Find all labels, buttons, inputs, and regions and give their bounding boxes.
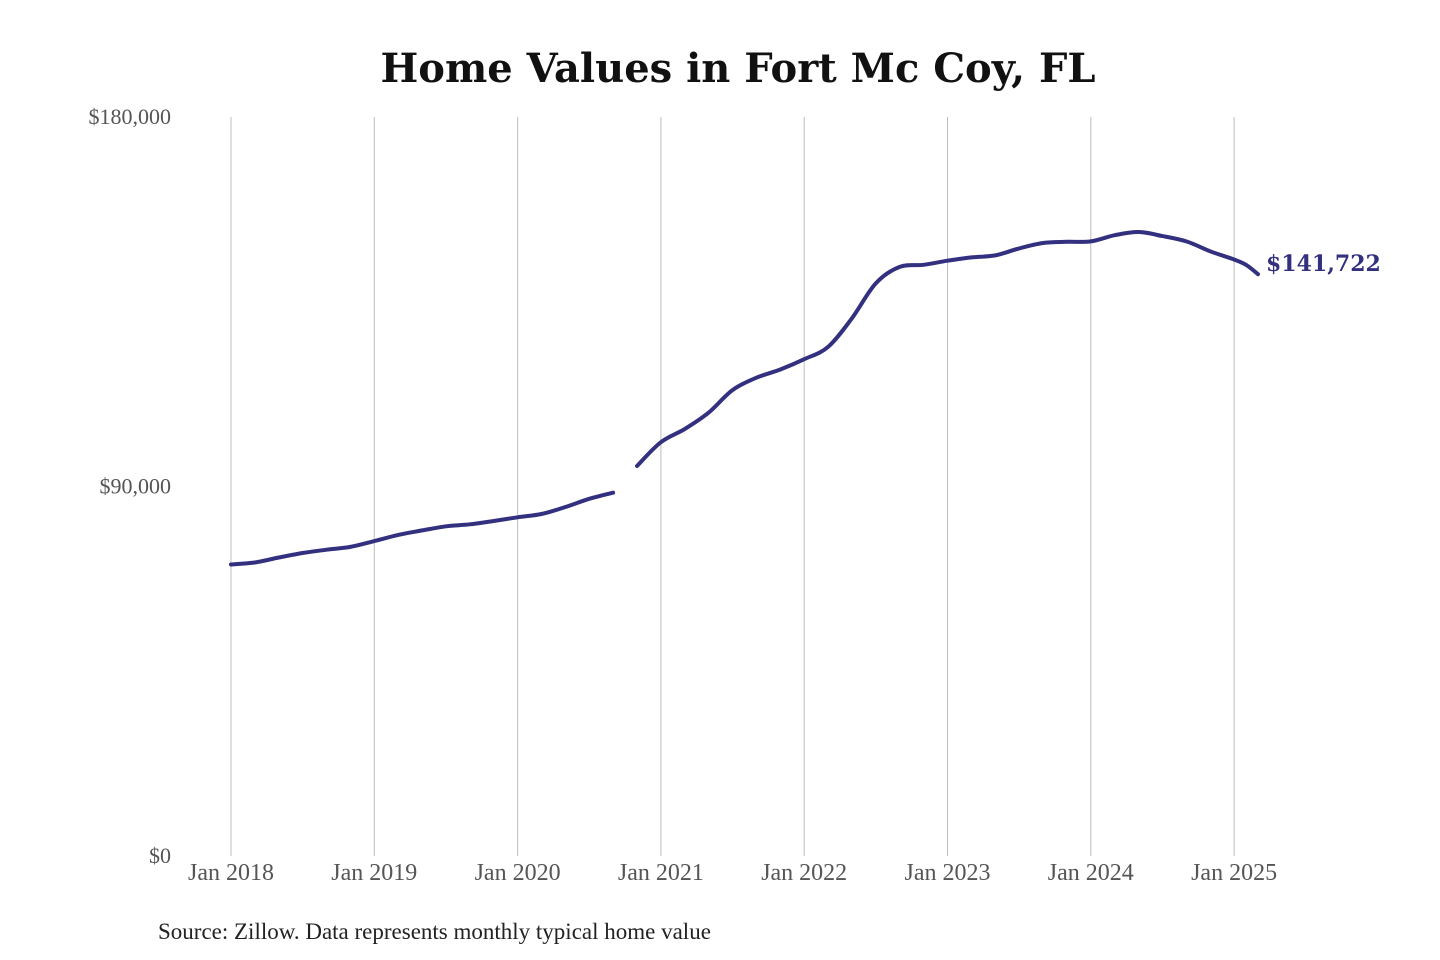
x-tick-label: Jan 2018 (188, 860, 274, 886)
series-line (229, 229, 1260, 567)
latest-value-label: $141,722 (1266, 251, 1381, 277)
chart-title: Home Values in Fort Mc Coy, FL (380, 45, 1095, 92)
x-tick-label: Jan 2019 (331, 860, 417, 886)
x-tick-label: Jan 2025 (1191, 860, 1277, 886)
y-tick-label: $90,000 (100, 474, 172, 499)
x-tick-label: Jan 2020 (475, 860, 561, 886)
y-axis-ticks: $0 $90,000 $180,000 (89, 104, 172, 868)
series-segment-2 (635, 229, 1260, 468)
series-segment-1 (229, 490, 616, 567)
source-note: Source: Zillow. Data represents monthly … (158, 919, 711, 944)
gridlines (230, 117, 1235, 856)
x-tick-label: Jan 2021 (618, 860, 704, 886)
x-axis-ticks: Jan 2018 Jan 2019 Jan 2020 Jan 2021 Jan 2022… (188, 860, 1277, 886)
x-tick-label: Jan 2024 (1048, 860, 1134, 886)
x-tick-label: Jan 2022 (761, 860, 847, 886)
y-tick-label: $0 (149, 843, 171, 868)
y-tick-label: $180,000 (89, 104, 172, 129)
x-tick-label: Jan 2023 (905, 860, 991, 886)
